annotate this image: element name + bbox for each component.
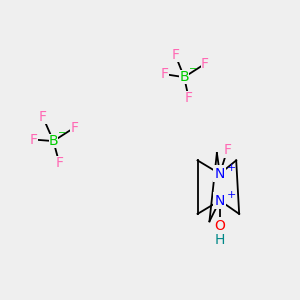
Text: N: N bbox=[215, 194, 225, 208]
Text: +: + bbox=[226, 164, 236, 173]
Text: F: F bbox=[223, 143, 231, 157]
Text: H: H bbox=[215, 233, 225, 247]
Text: F: F bbox=[30, 133, 38, 147]
Text: F: F bbox=[70, 121, 78, 135]
Text: N: N bbox=[215, 167, 225, 181]
Text: −: − bbox=[58, 128, 66, 138]
Text: +: + bbox=[226, 190, 236, 200]
Text: F: F bbox=[161, 67, 169, 81]
Text: O: O bbox=[214, 219, 225, 233]
Text: F: F bbox=[39, 110, 47, 124]
Text: −: − bbox=[189, 64, 197, 74]
Text: B: B bbox=[179, 70, 189, 84]
Text: F: F bbox=[201, 57, 209, 71]
Text: B: B bbox=[49, 134, 58, 148]
Text: F: F bbox=[184, 91, 193, 105]
Text: F: F bbox=[55, 156, 63, 170]
Text: F: F bbox=[171, 48, 179, 62]
